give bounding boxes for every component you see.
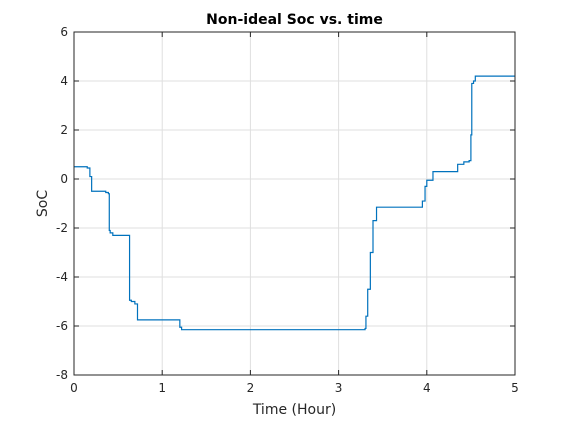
y-tick-label: -8 xyxy=(56,368,68,382)
x-tick-label: 1 xyxy=(158,381,166,395)
y-tick-label: 4 xyxy=(60,74,68,88)
tick-labels: 0 1 2 3 4 5 -8 -6 -4 -2 0 2 4 6 xyxy=(56,25,519,395)
x-tick-label: 5 xyxy=(511,381,519,395)
x-tick-label: 2 xyxy=(247,381,255,395)
x-tick-label: 3 xyxy=(335,381,343,395)
y-tick-label: 0 xyxy=(60,172,68,186)
y-tick-label: -4 xyxy=(56,270,68,284)
x-tick-label: 4 xyxy=(423,381,431,395)
chart-title: Non-ideal Soc vs. time xyxy=(206,12,383,28)
y-tick-label: 2 xyxy=(60,123,68,137)
y-axis-label: SoC xyxy=(35,190,51,217)
y-tick-label: 6 xyxy=(60,25,68,39)
x-tick-label: 0 xyxy=(70,381,78,395)
x-axis-label: Time (Hour) xyxy=(252,402,336,418)
y-tick-label: -6 xyxy=(56,319,68,333)
y-tick-label: -2 xyxy=(56,221,68,235)
plot-area xyxy=(74,32,515,375)
series-line-soc xyxy=(74,75,515,331)
ticks xyxy=(73,31,516,376)
axes-box xyxy=(73,31,516,376)
